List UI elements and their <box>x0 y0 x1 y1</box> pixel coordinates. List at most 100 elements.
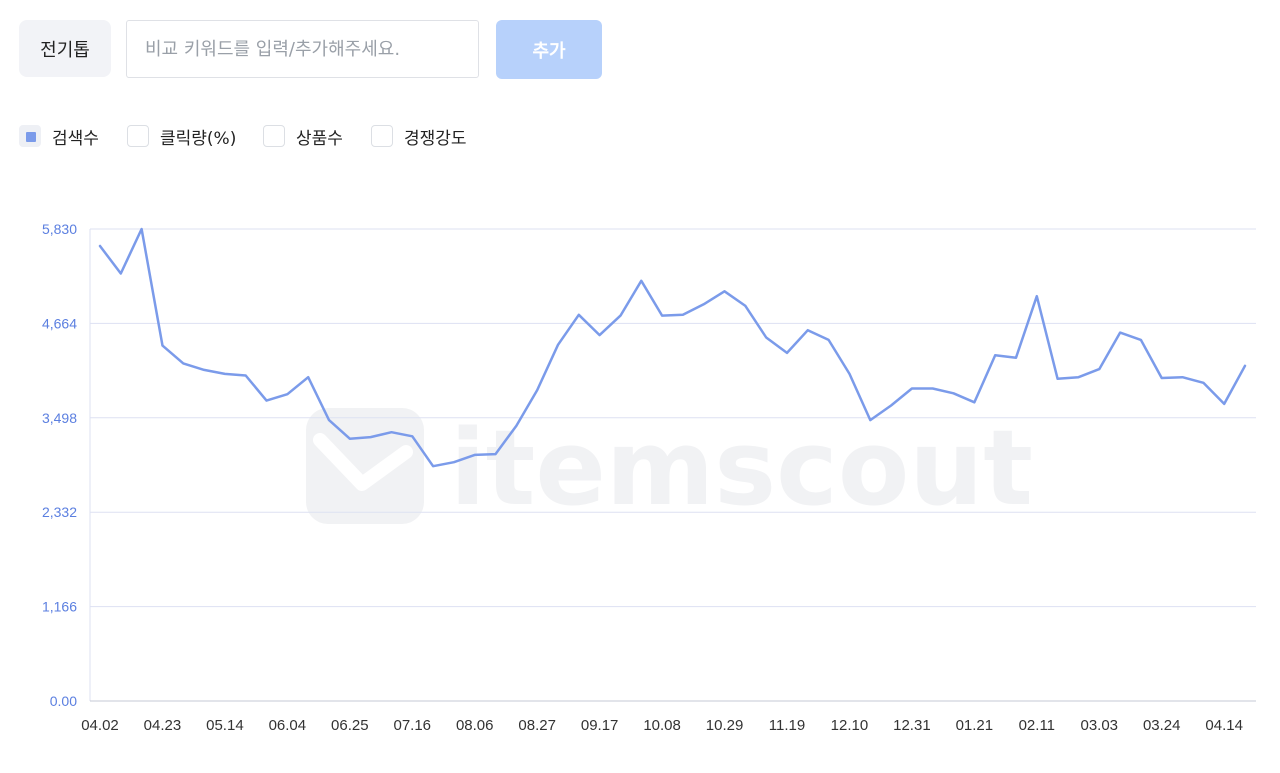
x-tick-label: 12.10 <box>831 717 869 734</box>
data-point <box>598 333 602 337</box>
x-tick-label: 04.14 <box>1205 717 1243 734</box>
data-point <box>431 464 435 468</box>
click-rate-checkbox[interactable] <box>127 125 149 147</box>
data-point <box>1181 375 1185 379</box>
data-point <box>160 344 164 348</box>
compare-keyword-input[interactable] <box>126 20 479 78</box>
x-tick-label: 08.27 <box>518 717 556 734</box>
x-tick-label: 09.17 <box>581 717 619 734</box>
x-tick-label: 04.02 <box>81 717 119 734</box>
data-point <box>1056 377 1060 381</box>
data-point <box>1076 375 1080 379</box>
data-point <box>743 304 747 308</box>
data-point <box>535 388 539 392</box>
data-point <box>972 400 976 404</box>
x-tick-label: 12.31 <box>893 717 931 734</box>
data-point <box>1160 376 1164 380</box>
y-tick-label: 1,166 <box>42 599 77 615</box>
data-point <box>1118 331 1122 335</box>
x-tick-label: 08.06 <box>456 717 494 734</box>
keyword-chip[interactable]: 전기톱 <box>19 20 111 77</box>
data-point <box>556 343 560 347</box>
data-point <box>140 227 144 231</box>
data-point <box>1014 356 1018 360</box>
data-point <box>119 272 123 276</box>
y-tick-label: 3,498 <box>42 410 77 426</box>
search-volume-checkbox[interactable] <box>19 125 41 147</box>
data-point <box>764 335 768 339</box>
legend-item-label: 상품수 <box>296 128 343 149</box>
data-point <box>993 353 997 357</box>
data-point <box>931 386 935 390</box>
x-tick-label: 05.14 <box>206 717 244 734</box>
data-point <box>639 279 643 283</box>
data-point <box>1035 294 1039 298</box>
data-point <box>223 372 227 376</box>
x-tick-label: 06.04 <box>269 717 307 734</box>
data-point <box>327 418 331 422</box>
data-point <box>868 418 872 422</box>
data-point <box>181 361 185 365</box>
x-tick-label: 03.03 <box>1080 717 1118 734</box>
data-point <box>847 372 851 376</box>
legend-item-search-volume[interactable]: 검색수 <box>19 124 99 149</box>
keyword-chip-label: 전기톱 <box>40 39 90 61</box>
data-point <box>98 244 102 248</box>
add-keyword-button[interactable]: 추가 <box>496 20 602 79</box>
watermark-logo-icon <box>306 408 424 524</box>
y-tick-label: 4,664 <box>42 315 77 331</box>
y-tick-label: 2,332 <box>42 504 77 520</box>
data-point <box>889 403 893 407</box>
data-point <box>806 328 810 332</box>
watermark: itemscout <box>306 407 1033 529</box>
legend-item-label: 경쟁강도 <box>404 128 467 149</box>
data-point <box>306 375 310 379</box>
data-point <box>910 386 914 390</box>
data-point <box>660 314 664 318</box>
data-point <box>1139 338 1143 342</box>
x-tick-label: 03.24 <box>1143 717 1181 734</box>
x-tick-label: 10.29 <box>706 717 744 734</box>
data-point <box>514 424 518 428</box>
x-tick-label: 02.11 <box>1019 717 1055 734</box>
data-point <box>410 434 414 438</box>
data-point <box>702 302 706 306</box>
data-point <box>265 399 269 403</box>
data-point <box>827 338 831 342</box>
data-point <box>348 437 352 441</box>
legend-item-competition[interactable]: 경쟁강도 <box>371 124 467 149</box>
y-tick-label: 0.00 <box>50 693 77 709</box>
x-tick-label: 07.16 <box>393 717 431 734</box>
data-point <box>785 351 789 355</box>
legend-item-click-rate[interactable]: 클릭량(%) <box>127 124 237 149</box>
data-point <box>723 289 727 293</box>
product-count-checkbox[interactable] <box>263 125 285 147</box>
search-volume-series-line <box>98 227 1247 468</box>
data-point <box>577 313 581 317</box>
data-point <box>369 435 373 439</box>
x-tick-label: 01.21 <box>956 717 994 734</box>
data-point <box>244 374 248 378</box>
competition-checkbox[interactable] <box>371 125 393 147</box>
x-tick-label: 06.25 <box>331 717 369 734</box>
data-point <box>452 460 456 464</box>
data-point <box>1097 367 1101 371</box>
watermark-text: itemscout <box>450 407 1033 529</box>
data-point <box>285 392 289 396</box>
data-point <box>952 391 956 395</box>
x-tick-label: 11.19 <box>769 717 805 734</box>
legend-item-product-count[interactable]: 상품수 <box>263 124 343 149</box>
y-tick-label: 5,830 <box>42 221 77 237</box>
data-point <box>1201 381 1205 385</box>
legend-item-label: 검색수 <box>52 128 99 149</box>
data-point <box>1243 364 1247 368</box>
data-point <box>494 452 498 456</box>
x-tick-label: 04.23 <box>144 717 182 734</box>
data-point <box>1222 402 1226 406</box>
data-point <box>389 430 393 434</box>
legend-item-label: 클릭량(%) <box>160 128 237 149</box>
data-point <box>681 313 685 317</box>
data-point <box>473 453 477 457</box>
data-point <box>202 368 206 372</box>
